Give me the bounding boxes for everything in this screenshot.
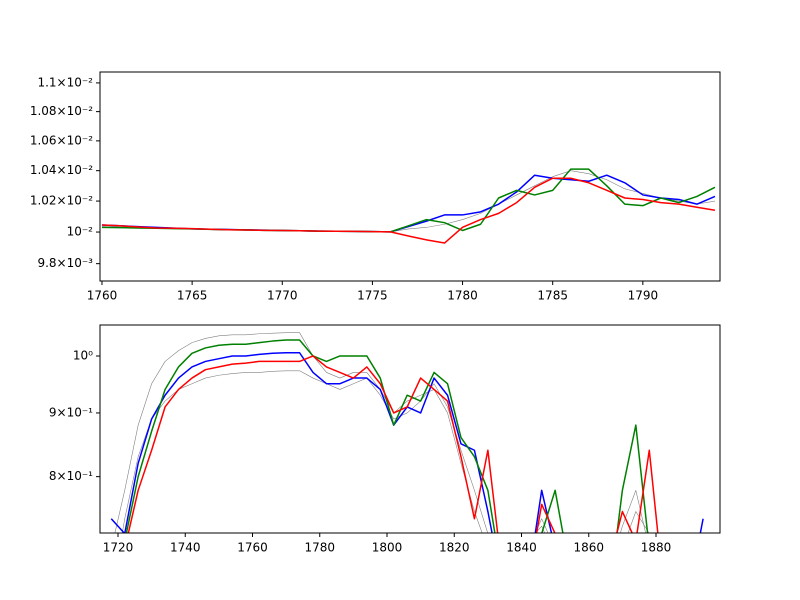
x-tick-label: 1740 [170,541,201,555]
y-tick-label: 1.1×10⁻² [37,75,93,89]
axes-frame [99,71,721,282]
y-tick-label: 1.04×10⁻² [30,163,93,177]
y-tick-label: 9×10⁻¹ [49,405,93,419]
subplot: 1720 1740 1760 1780 1800 1820 1840 1860 1880 8×10… [49,324,721,555]
subplot: 1760 1765 1770 1775 1780 1785 1790 9.8×10⁻³ 10⁻²… [30,71,721,303]
y-tick-label: 1.08×10⁻² [30,104,93,118]
series-line [101,174,716,233]
series-line [114,332,650,533]
x-tick-label: 1770 [267,289,298,303]
y-tick-label: 10⁻² [67,225,94,239]
x-tick-label: 1800 [372,541,403,555]
x-tick-label: 1880 [641,541,672,555]
x-tick-label: 1760 [237,541,268,555]
x-tick-label: 1720 [103,541,134,555]
axes-frame [99,324,721,534]
series-line [127,355,659,533]
x-tick-label: 1765 [177,289,208,303]
series-line [101,177,716,244]
y-tick-label: 10⁰ [73,348,93,362]
x-tick-label: 1760 [87,289,118,303]
x-tick-label: 1775 [357,289,388,303]
y-tick-label: 8×10⁻¹ [49,469,93,483]
x-tick-label: 1780 [447,289,478,303]
y-tick-label: 1.02×10⁻² [30,194,93,208]
series-line [125,339,649,533]
x-tick-label: 1780 [304,541,335,555]
plot-area [110,332,704,533]
series-line [110,352,704,533]
x-tick-label: 1790 [628,289,659,303]
x-tick-label: 1840 [506,541,537,555]
x-tick-label: 1860 [573,541,604,555]
series-line [101,168,716,233]
x-tick-label: 1785 [537,289,568,303]
plot-area [101,168,716,244]
series-line [121,370,646,533]
x-tick-label: 1820 [439,541,470,555]
y-tick-label: 9.8×10⁻³ [37,256,93,270]
y-tick-label: 1.06×10⁻² [30,133,93,147]
